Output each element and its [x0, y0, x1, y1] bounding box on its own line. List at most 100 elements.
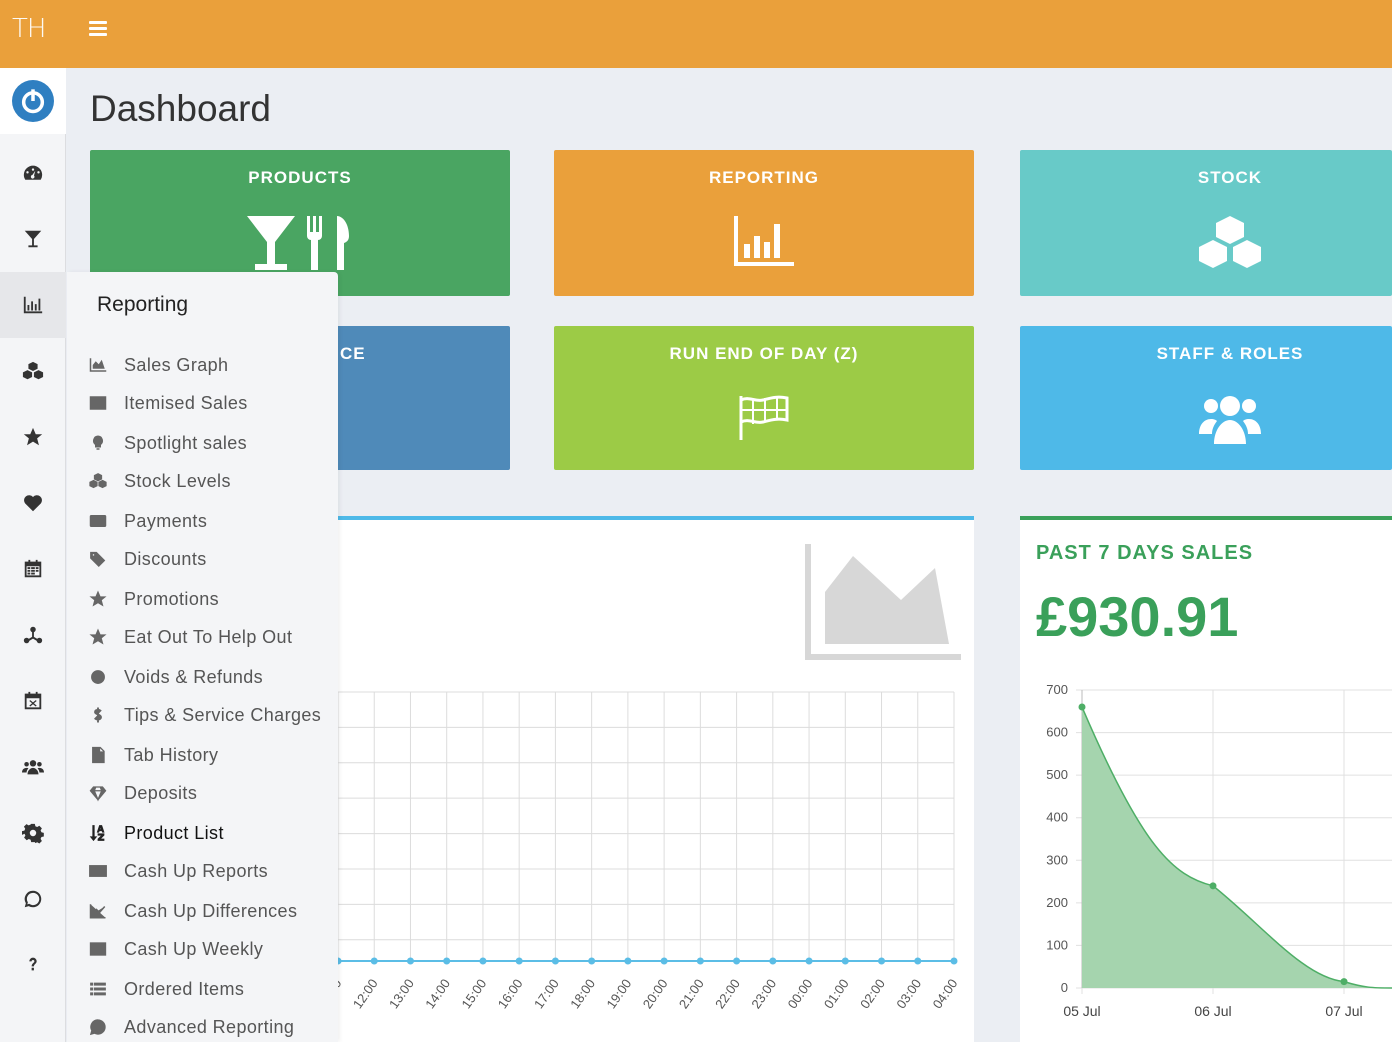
glass-icon	[24, 230, 42, 248]
data-point	[443, 957, 451, 965]
menu-item-stock-levels[interactable]: Stock Levels	[87, 466, 231, 496]
menu-item-spotlight-sales[interactable]: Spotlight sales	[87, 428, 247, 458]
past-7-days-panel: PAST 7 DAYS SALES £930.91 0 100 200 300 400 5…	[1020, 516, 1392, 1042]
x-tick-label: 03:00	[893, 976, 924, 1011]
rail-calendar[interactable]	[0, 536, 66, 602]
menu-item-tips-service-charges[interactable]: Tips & Service Charges	[87, 700, 321, 730]
tile-label: STAFF & ROLES	[1156, 344, 1304, 363]
rail-connections[interactable]	[0, 602, 66, 668]
rail-dashboard[interactable]	[0, 140, 66, 206]
x-tick-label: 13:00	[386, 976, 417, 1011]
area-chart-icon	[87, 354, 109, 376]
rail-help[interactable]	[0, 932, 66, 998]
x-tick-label: 05 Jul	[1063, 1003, 1100, 1019]
menu-item-discounts[interactable]: Discounts	[87, 544, 207, 574]
data-point	[1078, 703, 1086, 711]
x-tick-label: 22:00	[712, 976, 743, 1011]
list-icon	[87, 978, 109, 1000]
star-icon	[87, 626, 109, 648]
rail-reporting[interactable]	[0, 272, 66, 338]
table-icon	[87, 938, 109, 960]
x-tick-label: 19:00	[603, 976, 634, 1011]
rail-favourites[interactable]	[0, 404, 66, 470]
data-point	[479, 957, 487, 965]
menu-toggle-icon[interactable]	[89, 21, 107, 37]
users-icon	[22, 760, 44, 775]
y-tick-label: 100	[1046, 937, 1068, 952]
data-point	[696, 957, 704, 965]
rail-calendar-times[interactable]	[0, 668, 66, 734]
top-bar: TH	[0, 0, 1392, 68]
y-tick-label: 300	[1046, 852, 1068, 867]
data-point	[769, 957, 777, 965]
menu-item-cash-up-reports[interactable]: Cash Up Reports	[87, 856, 268, 886]
dashboard-icon	[23, 165, 43, 180]
x-tick-label: 12:00	[350, 976, 381, 1011]
menu-item-itemised-sales[interactable]: Itemised Sales	[87, 388, 248, 418]
rail-loyalty[interactable]	[0, 470, 66, 536]
reporting-tile[interactable]: REPORTING	[554, 150, 974, 296]
data-point	[406, 957, 414, 965]
menu-item-voids-refunds[interactable]: Voids & Refunds	[87, 662, 263, 692]
cutlery-glass-icon	[90, 214, 510, 277]
calendar-icon	[24, 559, 42, 578]
sales-total: £930.91	[1036, 585, 1239, 648]
ban-icon	[87, 666, 109, 688]
menu-item-ordered-items[interactable]: Ordered Items	[87, 974, 244, 1004]
data-point	[1209, 882, 1217, 890]
y-tick-label: 0	[1061, 980, 1068, 995]
rail-settings[interactable]	[0, 800, 66, 866]
menu-item-sales-graph[interactable]: Sales Graph	[87, 350, 228, 380]
data-point	[515, 957, 523, 965]
menu-item-product-list[interactable]: Product List	[87, 818, 224, 848]
credit-card-icon	[87, 510, 109, 532]
menu-item-deposits[interactable]: Deposits	[87, 778, 197, 808]
menu-item-label: Eat Out To Help Out	[124, 626, 293, 647]
sort-alpha-icon	[87, 822, 109, 844]
x-tick-label: 04:00	[930, 976, 961, 1011]
data-point	[950, 957, 958, 965]
x-tick-label: 23:00	[748, 976, 779, 1011]
menu-item-eat-out-to-help-out[interactable]: Eat Out To Help Out	[87, 622, 292, 652]
end-of-day-tile[interactable]: RUN END OF DAY (Z)	[554, 326, 974, 470]
rail-stock[interactable]	[0, 338, 66, 404]
data-point	[878, 957, 886, 965]
rail-staff[interactable]	[0, 734, 66, 800]
products-tile[interactable]: PRODUCTS	[90, 150, 510, 296]
list-alt-icon	[87, 392, 109, 414]
menu-item-tab-history[interactable]: Tab History	[87, 740, 218, 770]
area-chart-icon	[805, 544, 961, 660]
menu-item-cash-up-differences[interactable]: Cash Up Differences	[87, 896, 297, 926]
power-icon	[12, 80, 54, 122]
staff-tile[interactable]: STAFF & ROLES	[1020, 326, 1392, 470]
menu-item-cash-up-weekly[interactable]: Cash Up Weekly	[87, 934, 263, 964]
tile-label: RUN END OF DAY (Z)	[669, 344, 859, 363]
menu-item-label: Sales Graph	[124, 354, 229, 375]
dollar-icon	[87, 704, 109, 726]
menu-item-label: Cash Up Reports	[124, 860, 269, 881]
icon-sidebar	[0, 68, 66, 1042]
money-icon	[87, 860, 109, 882]
menu-item-label: Tips & Service Charges	[124, 704, 322, 725]
weekly-area-chart: 0 100 200 300 400 500 600 700 05 Jul 06 Jul 07 Jul	[1046, 682, 1392, 1019]
star-icon	[23, 427, 43, 446]
series-line	[1081, 706, 1392, 989]
stock-tile[interactable]: STOCK	[1020, 150, 1392, 296]
x-tick-label: 16:00	[495, 976, 526, 1011]
app-logo[interactable]: TH	[12, 14, 46, 44]
diamond-icon	[87, 782, 109, 804]
file-text-icon	[87, 744, 109, 766]
menu-item-advanced-reporting[interactable]: Advanced Reporting	[87, 1012, 294, 1042]
power-button[interactable]	[0, 68, 66, 134]
rail-products[interactable]	[0, 206, 66, 272]
y-tick-label: 500	[1046, 767, 1068, 782]
x-tick-label: 02:00	[857, 976, 888, 1011]
menu-item-promotions[interactable]: Promotions	[87, 584, 219, 614]
x-tick-label: 00:00	[785, 976, 816, 1011]
menu-item-label: Voids & Refunds	[124, 666, 264, 687]
gear-icon	[22, 823, 44, 844]
menu-item-payments[interactable]: Payments	[87, 506, 207, 536]
line-chart-icon	[87, 900, 109, 922]
data-point	[551, 957, 559, 965]
rail-sync[interactable]	[0, 866, 66, 932]
